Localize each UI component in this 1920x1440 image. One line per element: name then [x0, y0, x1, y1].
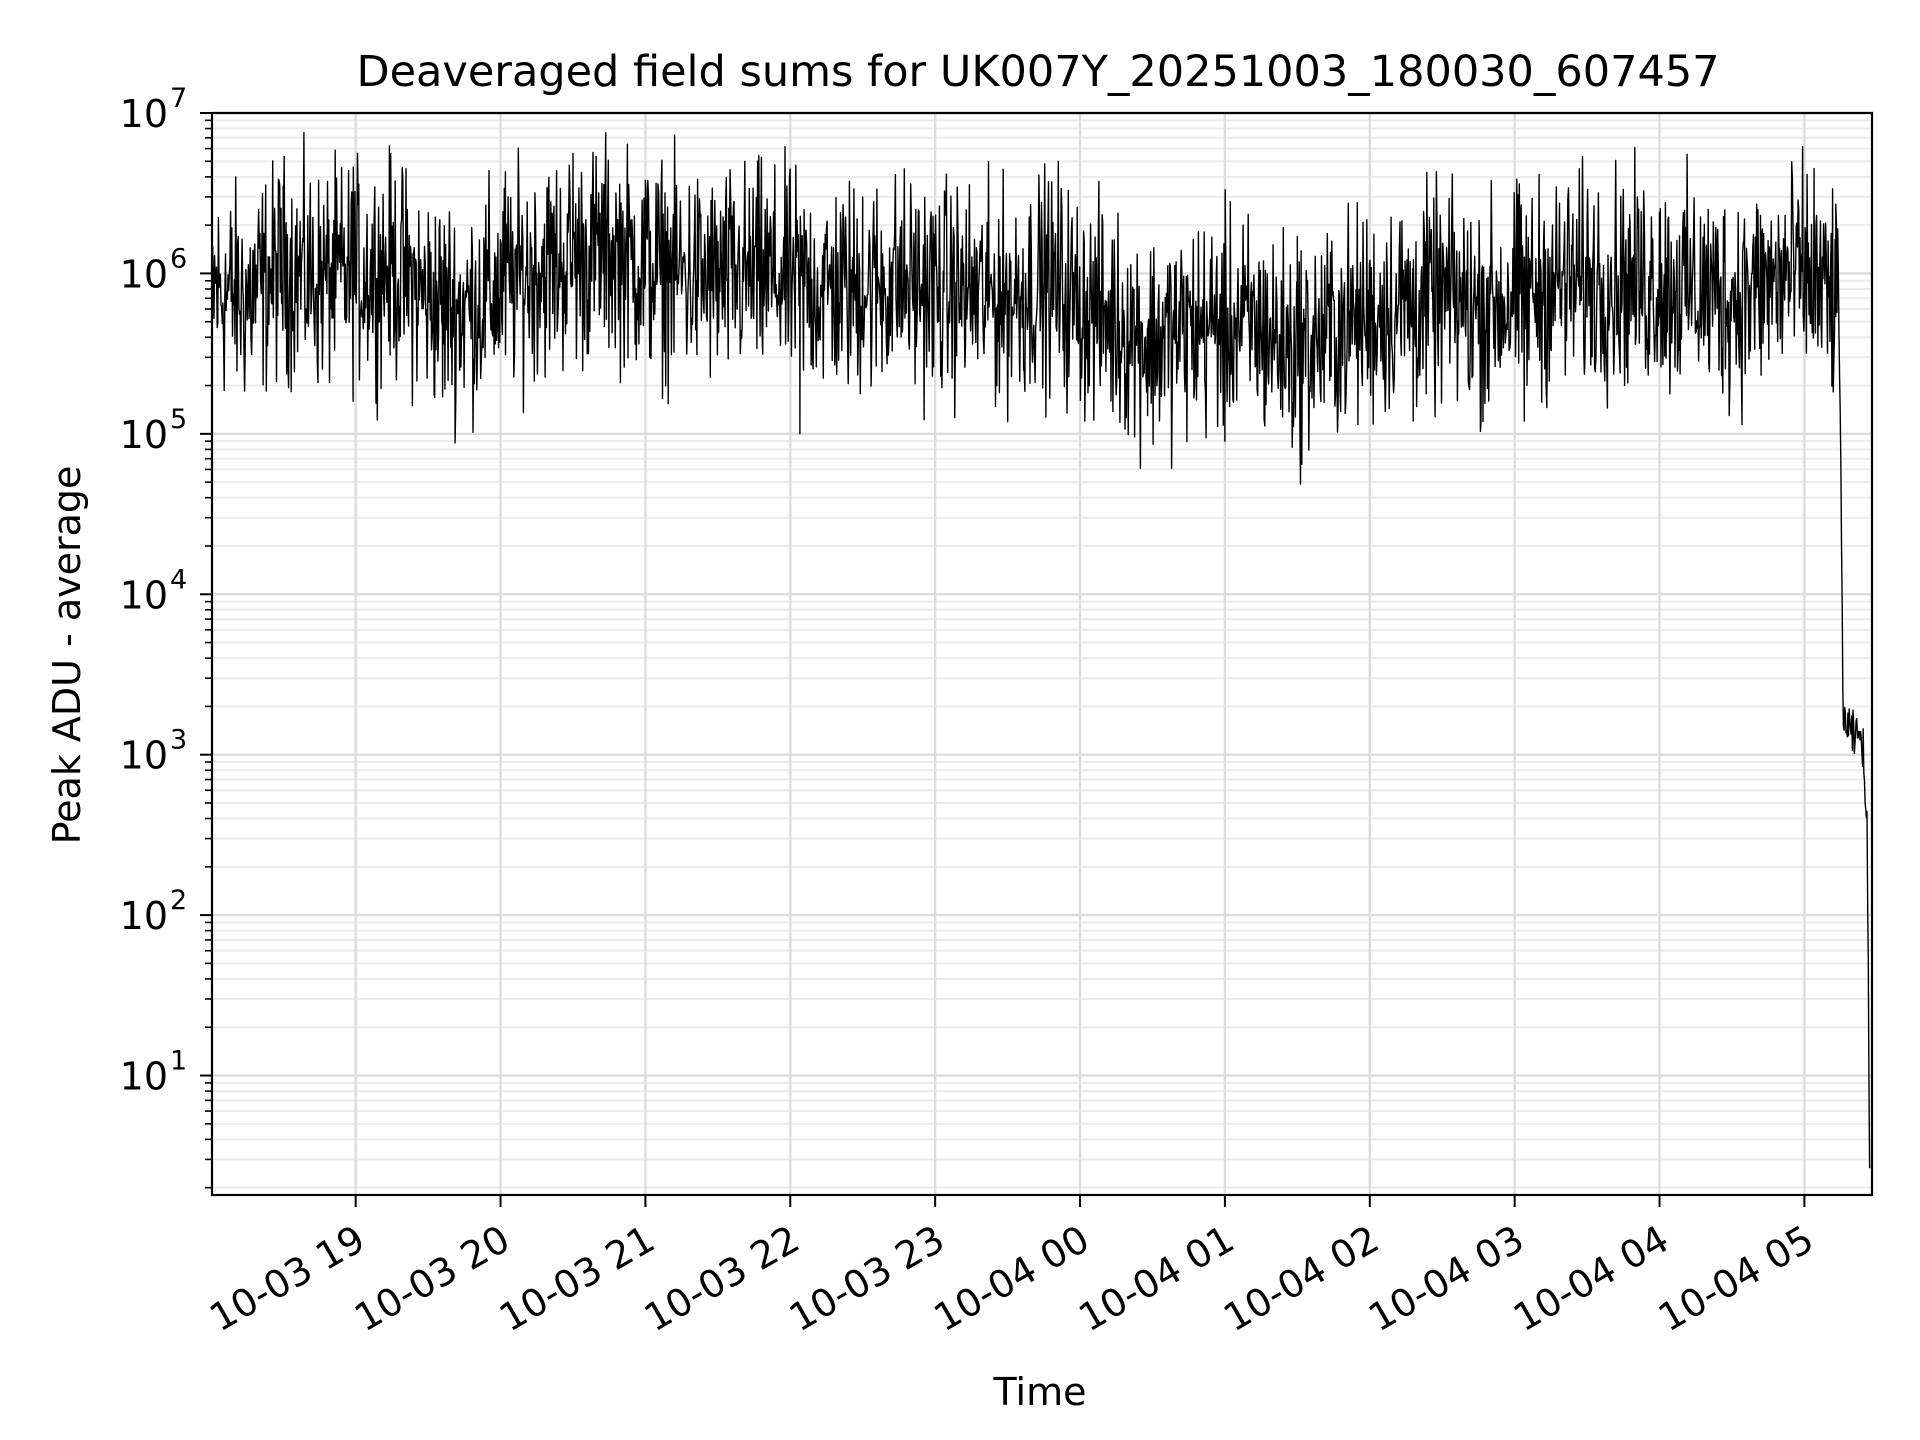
y-tick-label: 10 [120, 92, 168, 136]
y-tick-label: 10 [120, 894, 168, 938]
y-tick-label: 10 [120, 252, 168, 296]
y-tick-exponent: 1 [170, 1046, 187, 1077]
plot-area [211, 132, 1871, 1169]
x-axis-label: Time [993, 1370, 1087, 1414]
y-tick-exponent: 2 [170, 885, 187, 916]
y-tick-exponent: 7 [170, 83, 187, 114]
y-tick-label: 10 [120, 1055, 168, 1099]
y-tick-label: 10 [120, 573, 168, 617]
chart-title: Deaveraged field sums for UK007Y_2025100… [356, 47, 1719, 97]
y-tick-label: 10 [120, 734, 168, 778]
series-line [211, 132, 1871, 1169]
grid-lines [212, 111, 1872, 1195]
y-tick-exponent: 3 [170, 725, 187, 756]
y-tick-exponent: 5 [170, 404, 187, 435]
y-tick-label: 10 [120, 413, 168, 457]
y-axis-label: Peak ADU - average [45, 466, 89, 845]
y-tick-exponent: 4 [170, 564, 187, 595]
y-tick-exponent: 6 [170, 243, 187, 274]
axes-frame [210, 111, 1874, 1197]
